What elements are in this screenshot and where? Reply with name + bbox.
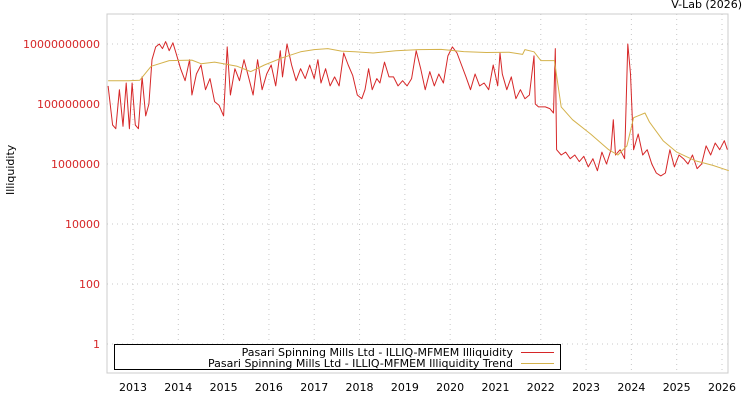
plot-frame xyxy=(106,13,729,374)
x-axis-ticks: 2013 2014 2015 2016 2017 2018 2019 2020 2021 2022… xyxy=(119,381,736,394)
x-tick-label: 2018 xyxy=(346,381,374,394)
illiquidity-line xyxy=(107,41,728,177)
x-tick-label: 2025 xyxy=(663,381,691,394)
y-tick-label: 100 xyxy=(79,278,100,291)
y-tick-label: 100000000 xyxy=(37,98,100,111)
legend-swatch-gold xyxy=(521,363,554,364)
series-lines xyxy=(107,41,729,177)
illiquidity-trend-line xyxy=(108,48,729,172)
x-tick-label: 2021 xyxy=(481,381,509,394)
y-tick-label: 1 xyxy=(93,338,100,351)
legend-label: Pasari Spinning Mills Ltd - ILLIQ-MFMEM … xyxy=(208,357,513,370)
x-tick-label: 2015 xyxy=(210,381,238,394)
legend-item-illiquidity: Pasari Spinning Mills Ltd - ILLIQ-MFMEM … xyxy=(242,346,554,359)
x-tick-label: 2016 xyxy=(255,381,283,394)
x-tick-label: 2014 xyxy=(164,381,192,394)
y-tick-label: 10000000000 xyxy=(23,38,100,51)
x-tick-label: 2026 xyxy=(708,381,736,394)
x-tick-label: 2013 xyxy=(119,381,147,394)
x-tick-label: 2022 xyxy=(527,381,555,394)
y-tick-label: 1000000 xyxy=(51,158,100,171)
x-tick-label: 2017 xyxy=(300,381,328,394)
credit-label: V-Lab (2026) xyxy=(671,0,742,11)
chart-legend: Pasari Spinning Mills Ltd - ILLIQ-MFMEM … xyxy=(114,344,561,370)
x-tick-label: 2020 xyxy=(436,381,464,394)
x-tick-label: 2023 xyxy=(572,381,600,394)
legend-item-trend: Pasari Spinning Mills Ltd - ILLIQ-MFMEM … xyxy=(208,357,554,370)
legend-swatch-red xyxy=(521,352,554,353)
y-tick-label: 10000 xyxy=(65,218,100,231)
legend-label: Pasari Spinning Mills Ltd - ILLIQ-MFMEM … xyxy=(241,346,513,359)
x-tick-label: 2019 xyxy=(391,381,419,394)
y-axis-ticks: 1 100 10000 1000000 100000000 10000000000 xyxy=(23,38,100,351)
x-tick-label: 2024 xyxy=(617,381,645,394)
